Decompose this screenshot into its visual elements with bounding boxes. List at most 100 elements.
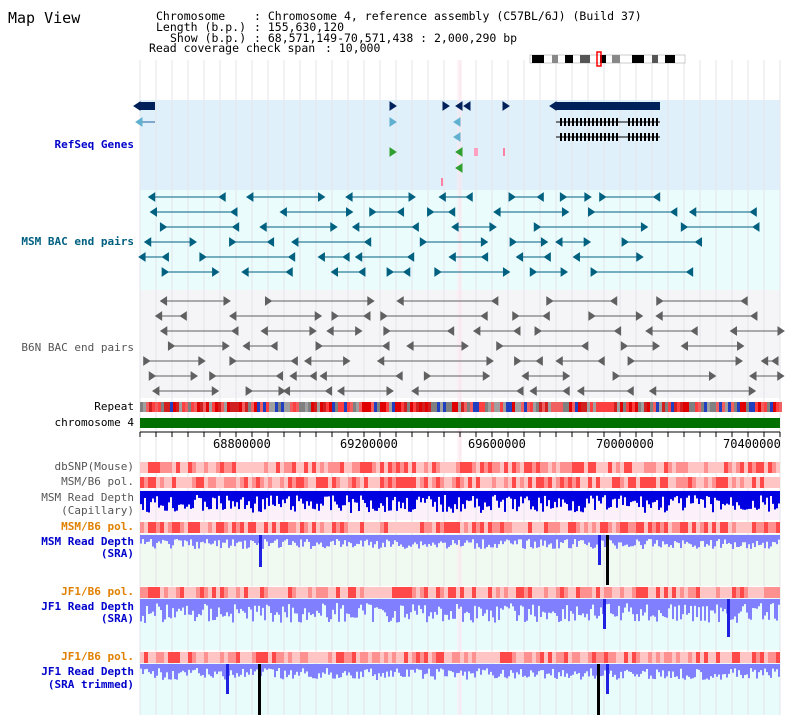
refseq-genes	[133, 101, 660, 186]
depth-bar	[750, 491, 752, 509]
track-label-jf1-trim-depth[interactable]: JF1 Read Depth	[41, 665, 134, 678]
track-label-msm-sra-depth[interactable]: MSM Read Depth	[41, 535, 134, 548]
repeat-segment	[257, 402, 260, 412]
bac-end	[326, 326, 334, 336]
heat-cell	[568, 587, 572, 598]
bac-end	[771, 356, 779, 366]
bac-end	[729, 326, 738, 336]
depth-bar	[694, 491, 696, 496]
depth-bar	[280, 491, 282, 508]
heat-cell	[448, 462, 452, 473]
heat-cell	[204, 462, 208, 473]
heat-cell	[208, 462, 212, 473]
heat-cell	[304, 587, 308, 598]
depth-bar	[470, 491, 472, 501]
repeat-segment	[776, 402, 779, 412]
depth-bar	[672, 599, 674, 620]
heat-cell	[288, 522, 292, 533]
heat-cell	[548, 477, 552, 488]
depth-bar	[430, 535, 432, 546]
depth-bar	[506, 491, 508, 498]
heat-cell	[172, 462, 176, 473]
heat-cell	[164, 652, 168, 663]
track-label-jf1-b6-pol-2[interactable]: JF1/B6 pol.	[61, 650, 134, 663]
track-label-msm-b6-pol-2[interactable]: MSM/B6 pol.	[61, 520, 134, 533]
depth-bar	[764, 535, 766, 549]
depth-bar	[142, 664, 144, 675]
track-label-msm-b6-pol[interactable]: MSM/B6 pol.	[61, 475, 134, 488]
depth-bar	[336, 491, 338, 505]
depth-bar	[268, 491, 270, 506]
depth-bar	[696, 491, 698, 499]
track-label-refseq[interactable]: RefSeq Genes	[54, 138, 134, 151]
heat-cell	[372, 652, 376, 663]
heat-cell	[288, 587, 292, 598]
exon	[604, 133, 606, 141]
heat-cell	[676, 522, 680, 533]
depth-bar	[374, 599, 376, 608]
depth-bar	[650, 599, 652, 617]
depth-bar	[652, 664, 654, 679]
heat-cell	[444, 587, 448, 598]
depth-bar	[180, 599, 182, 611]
depth-bar	[488, 599, 490, 622]
depth-bar	[766, 599, 768, 613]
track-label-jf1-sra-depth[interactable]: JF1 Read Depth	[41, 600, 134, 613]
repeat-segment	[599, 402, 602, 412]
depth-bar	[238, 599, 240, 614]
depth-bar	[650, 664, 652, 676]
depth-bar	[142, 599, 144, 616]
heat-cell	[576, 462, 580, 473]
depth-bar	[366, 599, 368, 604]
depth-bar	[478, 599, 480, 607]
bac-end	[760, 356, 769, 366]
depth-bar	[234, 491, 236, 507]
depth-bar	[524, 664, 526, 676]
repeat-segment	[773, 402, 776, 412]
repeat-segment	[533, 402, 536, 412]
heat-cell	[416, 522, 420, 533]
depth-bar	[272, 599, 274, 622]
heat-cell	[424, 587, 428, 598]
depth-spike	[258, 664, 261, 715]
depth-bar	[228, 599, 230, 617]
repeat-segment	[326, 402, 329, 412]
heat-cell	[572, 462, 576, 473]
depth-bar	[148, 491, 150, 513]
heat-cell	[660, 652, 664, 663]
depth-bar	[502, 491, 504, 500]
track-label-jf1-b6-pol[interactable]: JF1/B6 pol.	[61, 585, 134, 598]
depth-bar	[626, 599, 628, 604]
depth-bar	[362, 491, 364, 500]
depth-bar	[310, 599, 312, 616]
heat-cell	[328, 462, 332, 473]
heat-cell	[532, 652, 536, 663]
depth-bar	[270, 491, 272, 496]
repeat-segment	[656, 402, 659, 412]
track-label-msm-cap-depth[interactable]: MSM Read Depth	[41, 491, 134, 504]
heat-cell	[228, 462, 232, 473]
bac-end	[411, 222, 419, 232]
depth-bar	[308, 599, 310, 613]
depth-bar	[552, 664, 554, 669]
heat-cell	[364, 462, 368, 473]
heat-cell	[460, 477, 464, 488]
depth-bar	[272, 491, 274, 505]
heat-cell	[248, 477, 252, 488]
track-label-b6n-bac[interactable]: B6N BAC end pairs	[21, 341, 134, 354]
bac-end	[480, 237, 489, 247]
heat-cell	[620, 652, 624, 663]
heat-cell	[320, 477, 324, 488]
repeat-segment	[302, 402, 305, 412]
repeat-segment	[614, 402, 617, 412]
track-label-dbsnp[interactable]: dbSNP(Mouse)	[54, 460, 134, 473]
track-label-msm-bac[interactable]: MSM BAC end pairs	[21, 235, 134, 248]
depth-bar	[708, 491, 710, 498]
depth-bar	[502, 664, 504, 670]
heat-cell	[372, 587, 376, 598]
heat-cell	[616, 462, 620, 473]
depth-bar	[282, 491, 284, 500]
heat-cell	[712, 522, 716, 533]
heat-cell	[480, 587, 484, 598]
heat-cell	[716, 522, 720, 533]
